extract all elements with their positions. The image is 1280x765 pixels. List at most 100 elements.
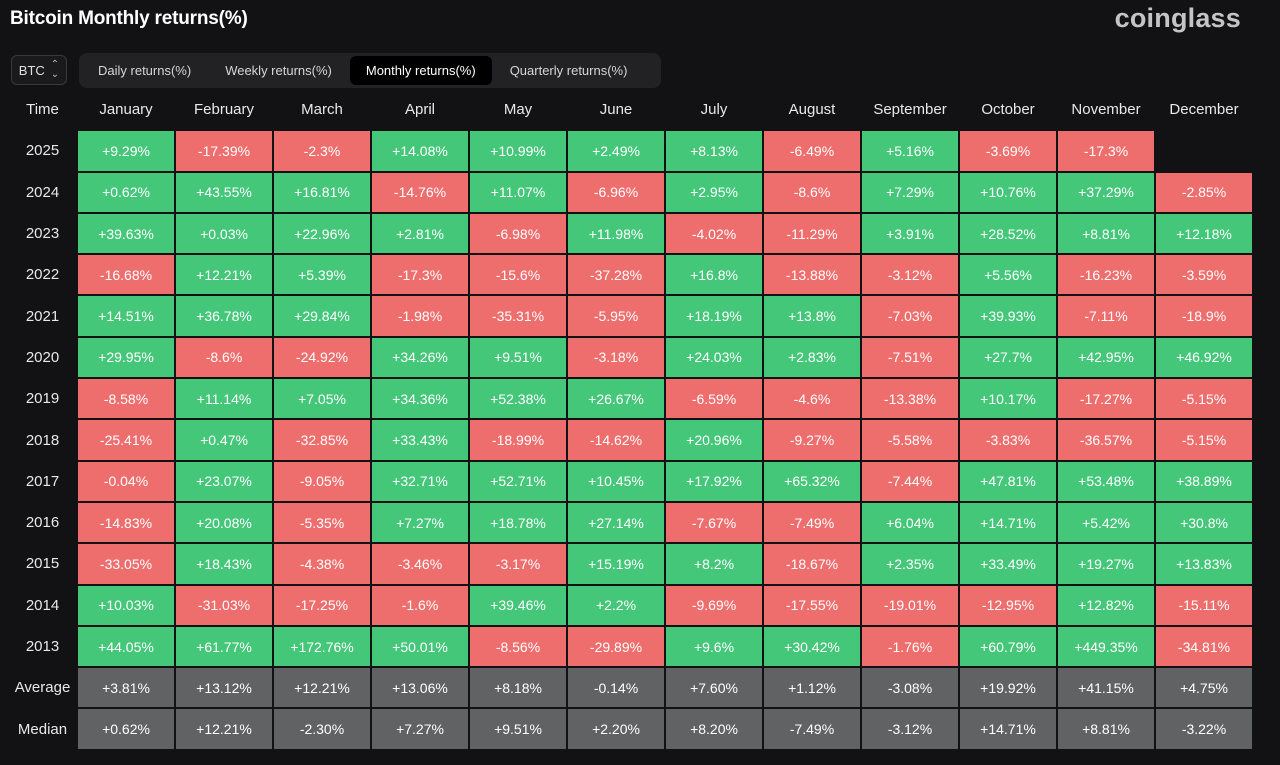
return-cell: -8.56%: [470, 626, 566, 667]
year-label: 2020: [25, 348, 60, 366]
asset-select[interactable]: BTC ⌃ ⌄: [11, 55, 67, 85]
return-cell: +5.42%: [1058, 502, 1154, 543]
return-cell: +61.77%: [176, 626, 272, 667]
return-cell: +29.84%: [274, 296, 370, 336]
year-label: 2016: [25, 514, 60, 532]
return-cell: +6.04%: [862, 502, 958, 543]
return-cell: +50.01%: [372, 626, 468, 667]
return-cell: +19.27%: [1058, 544, 1154, 584]
return-cell: +11.14%: [176, 379, 272, 419]
month-column-header: April: [404, 101, 435, 119]
return-cell: +26.67%: [568, 379, 664, 419]
return-cell: -3.83%: [960, 420, 1056, 460]
return-cell: +15.19%: [568, 544, 664, 584]
tab-daily-returns[interactable]: Daily returns(%): [98, 63, 192, 78]
return-cell: +17.92%: [666, 461, 762, 501]
year-label: 2018: [25, 431, 60, 449]
month-column-header: January: [99, 101, 153, 119]
return-cell: [1156, 131, 1252, 170]
return-cell: -17.39%: [176, 131, 272, 171]
year-label: 2014: [25, 596, 60, 614]
return-cell: +7.05%: [274, 379, 370, 419]
return-cell: +24.03%: [666, 337, 762, 378]
month-column-header: September: [873, 101, 947, 119]
return-cell: +12.82%: [1058, 585, 1154, 625]
return-cell: -13.38%: [862, 379, 958, 419]
return-cell: -6.59%: [666, 379, 762, 419]
summary-row-label: Median: [17, 720, 68, 738]
return-cell: +2.83%: [764, 337, 860, 378]
tab-quarterly-returns[interactable]: Quarterly returns(%): [509, 63, 628, 78]
return-cell: -17.25%: [274, 585, 370, 625]
return-cell: -19.01%: [862, 585, 958, 625]
return-cell: -25.41%: [78, 420, 174, 460]
return-cell: +18.19%: [666, 296, 762, 336]
summary-cell: +12.21%: [176, 709, 272, 749]
return-cell: -5.58%: [862, 420, 958, 460]
return-cell: +27.14%: [568, 502, 664, 543]
return-cell: +8.13%: [666, 131, 762, 171]
return-cell: +2.2%: [568, 585, 664, 625]
month-column-header: November: [1071, 101, 1141, 119]
return-cell: +30.42%: [764, 626, 860, 667]
return-cell: -7.67%: [666, 502, 762, 543]
return-cell: +44.05%: [78, 626, 174, 667]
page-title: Bitcoin Monthly returns(%): [10, 8, 248, 29]
summary-cell: +12.21%: [274, 668, 370, 708]
month-column-header: June: [599, 101, 633, 119]
return-cell: +52.38%: [470, 379, 566, 419]
month-column-header: December: [1169, 101, 1239, 119]
return-cell: -9.05%: [274, 461, 370, 501]
summary-cell: +0.62%: [78, 709, 174, 749]
return-cell: -16.68%: [78, 255, 174, 295]
return-cell: -12.95%: [960, 585, 1056, 625]
return-cell: +0.62%: [78, 172, 174, 212]
summary-cell: +4.75%: [1156, 668, 1252, 708]
return-cell: -5.15%: [1156, 379, 1252, 419]
return-cell: -13.88%: [764, 255, 860, 295]
return-cell: -7.51%: [862, 337, 958, 378]
return-cell: +29.95%: [78, 337, 174, 378]
return-cell: -31.03%: [176, 585, 272, 625]
summary-cell: +14.71%: [960, 709, 1056, 749]
return-cell: +172.76%: [274, 626, 370, 667]
return-cell: +8.2%: [666, 544, 762, 584]
summary-cell: +3.81%: [78, 668, 174, 708]
return-cell: +10.76%: [960, 172, 1056, 212]
return-cell: -34.81%: [1156, 626, 1252, 667]
return-cell: +14.71%: [960, 502, 1056, 543]
return-cell: -9.69%: [666, 585, 762, 625]
tab-weekly-returns[interactable]: Weekly returns(%): [225, 63, 332, 78]
return-cell: -29.89%: [568, 626, 664, 667]
return-cell: -3.46%: [372, 544, 468, 584]
return-cell: +52.71%: [470, 461, 566, 501]
return-cell: -4.38%: [274, 544, 370, 584]
return-cell: -15.11%: [1156, 585, 1252, 625]
return-cell: -8.6%: [176, 337, 272, 378]
return-cell: +60.79%: [960, 626, 1056, 667]
return-cell: +37.29%: [1058, 172, 1154, 212]
return-cell: -18.67%: [764, 544, 860, 584]
return-cell: -7.03%: [862, 296, 958, 336]
return-cell: -17.3%: [1058, 131, 1154, 171]
return-cell: +449.35%: [1058, 626, 1154, 667]
return-cell: +23.07%: [176, 461, 272, 501]
return-cell: +3.91%: [862, 213, 958, 254]
return-cell: -11.29%: [764, 213, 860, 254]
return-cell: +5.39%: [274, 255, 370, 295]
return-cell: +5.16%: [862, 131, 958, 171]
return-cell: +53.48%: [1058, 461, 1154, 501]
return-cell: -1.76%: [862, 626, 958, 667]
return-cell: +65.32%: [764, 461, 860, 501]
return-cell: +16.8%: [666, 255, 762, 295]
month-column-header: October: [981, 101, 1035, 119]
summary-cell: +41.15%: [1058, 668, 1154, 708]
return-cell: +36.78%: [176, 296, 272, 336]
summary-row-label: Average: [14, 679, 71, 697]
year-label: 2025: [25, 142, 60, 160]
year-label: 2023: [25, 225, 60, 243]
return-cell: -17.3%: [372, 255, 468, 295]
tab-monthly-returns[interactable]: Monthly returns(%): [349, 56, 492, 85]
return-cell: +47.81%: [960, 461, 1056, 501]
return-cell: +22.96%: [274, 213, 370, 254]
